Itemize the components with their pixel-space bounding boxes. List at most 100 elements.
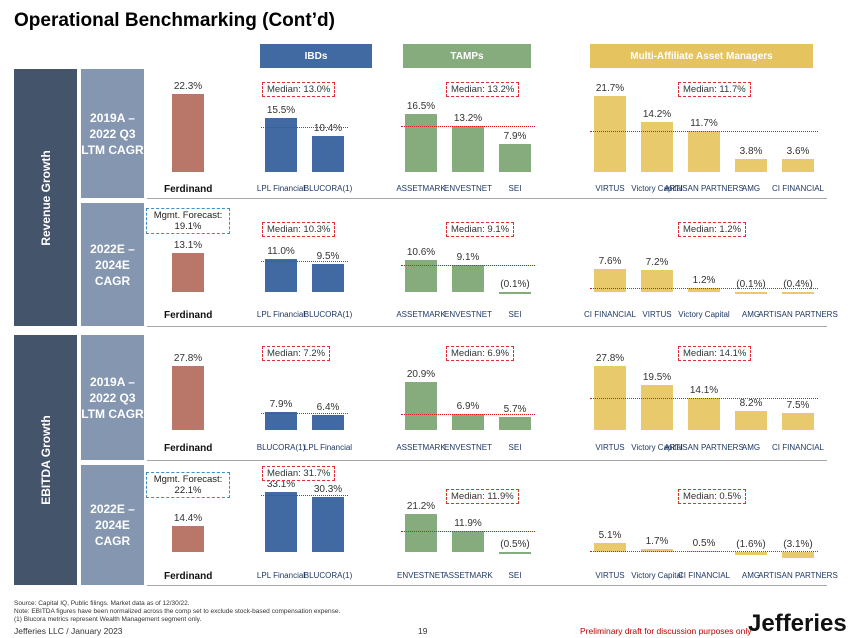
bar-ferdinand-label: 22.3% [173,80,203,92]
bar-ferdinand [172,526,204,552]
company-logo: CI FINANCIAL [771,443,825,452]
company-logo: ASSETMARK [443,571,493,580]
bar-maam-0-label: 27.8% [595,353,625,365]
bar-tamp-1 [452,125,484,172]
bar-maam-3-label: 8.2% [739,398,763,410]
bar-maam-1-label: 1.7% [645,535,669,547]
company-logo: ASSETMARK [396,310,446,319]
bar-ferdinand [172,366,204,430]
bar-tamp-0 [405,114,437,172]
bar-tamp-2-label: (0.1%) [500,279,530,290]
bar-maam-0 [594,542,626,552]
bar-maam-1 [641,385,673,430]
company-logo: BLUCORA(1) [303,571,353,580]
bar-ibd-1-label: 6.4% [316,402,340,414]
bar-tamp-2 [499,416,531,430]
company-logo: Victory Capital [631,443,683,452]
bar-maam-4-label: (0.4%) [783,279,813,290]
bar-ibd-1-label: 30.3% [313,484,343,496]
median-line [261,413,348,415]
bar-ibd-0-label: 33.1% [266,479,296,491]
bar-maam-3-label: (0.1%) [736,279,766,290]
bar-maam-2-label: 14.1% [689,384,719,396]
median-line [401,125,535,127]
bar-tamp-2 [499,292,531,294]
ferdinand-label: Ferdinand [164,184,213,195]
bar-tamp-0 [405,381,437,430]
company-logo: ENVESTNET [443,310,493,319]
bar-ferdinand [172,252,204,292]
bar-maam-2-label: 1.2% [692,275,716,287]
header-tamps: TAMPs [403,44,531,68]
bar-maam-2-label: 11.7% [690,118,718,130]
row-label-revenue-ltm: 2019A – 2022 Q3 LTM CAGR [81,69,144,198]
page-number: 19 [418,626,428,636]
bar-tamp-1-label: 13.2% [453,112,483,124]
company-logo: BLUCORA(1) [303,184,353,193]
company-logo: VIRTUS [642,310,672,319]
bar-maam-4-label: 3.6% [786,146,810,158]
bar-ibd-1-label: 9.5% [316,250,340,262]
company-logo: Victory Capital [678,310,730,319]
company-logo: LPL Financial [303,443,353,452]
bar-ibd-1 [312,415,344,430]
bar-maam-1 [641,122,673,172]
forecast-box: Mgmt. Forecast: 19.1% [146,208,230,234]
company-date: Jefferies LLC / January 2023 [14,626,123,636]
company-logo: SEI [508,443,522,452]
bar-maam-2 [688,397,720,430]
company-logo: ARTISAN PARTNERS [758,310,838,319]
bar-maam-3 [735,158,767,172]
section-ebitda-label: EBITDA Growth [38,415,53,505]
bar-maam-4 [782,159,814,172]
bar-ibd-1-label: 10.4% [313,122,343,134]
header-ibds: IBDs [260,44,372,68]
company-logo: Victory Capital [631,571,683,580]
company-logo: ASSETMARK [396,443,446,452]
median-box: Median: 0.5% [678,489,747,504]
bar-tamp-2-label: 7.9% [503,131,527,143]
header-multi-affiliate: Multi-Affiliate Asset Managers [590,44,813,68]
bar-maam-0 [594,96,626,172]
bar-ibd-0 [265,411,297,430]
bar-maam-0-label: 5.1% [598,529,622,541]
median-line [261,261,348,263]
bar-maam-2-label: 0.5% [692,537,716,549]
bar-maam-0-label: 7.6% [598,256,622,268]
bar-maam-1-label: 14.2% [642,109,672,121]
bar-ferdinand-label: 27.8% [173,353,203,365]
page-title: Operational Benchmarking (Cont’d) [14,10,335,31]
divider-line [147,326,827,327]
company-logo: CI FINANCIAL [583,310,637,319]
bar-ibd-1 [312,497,344,552]
bar-maam-1-label: 19.5% [642,372,672,384]
company-logo: SEI [508,310,522,319]
bar-tamp-1 [452,530,484,552]
median-box: Median: 13.0% [262,82,336,97]
company-logo: ENVESTNET [443,184,493,193]
bar-maam-4 [782,292,814,294]
bar-tamp-0-label: 16.5% [406,101,436,113]
bar-ibd-1 [312,263,344,292]
bar-tamp-1 [452,264,484,292]
bar-maam-3-label: 3.8% [739,145,763,157]
bar-ibd-0-label: 7.9% [269,398,293,410]
bar-ferdinand-label: 14.4% [173,513,203,525]
bar-ferdinand [172,93,204,172]
section-revenue-growth: Revenue Growth [14,69,77,326]
bar-maam-4 [782,552,814,558]
bar-tamp-1-label: 9.1% [456,251,480,263]
company-logo: Victory Capital [631,184,683,193]
row-label-ebitda-ltm: 2019A – 2022 Q3 LTM CAGR [81,335,144,460]
median-line [590,397,818,399]
bar-ibd-0-label: 15.5% [266,104,296,116]
bar-maam-4 [782,412,814,430]
bar-maam-0-label: 21.7% [595,83,625,95]
company-logo: ARTISAN PARTNERS [758,571,838,580]
median-line [261,126,348,128]
company-logo: AMG [741,310,761,319]
bar-ibd-1 [312,135,344,172]
bar-maam-3 [735,552,767,555]
median-line [401,264,535,266]
bar-tamp-2-label: 5.7% [503,403,527,415]
